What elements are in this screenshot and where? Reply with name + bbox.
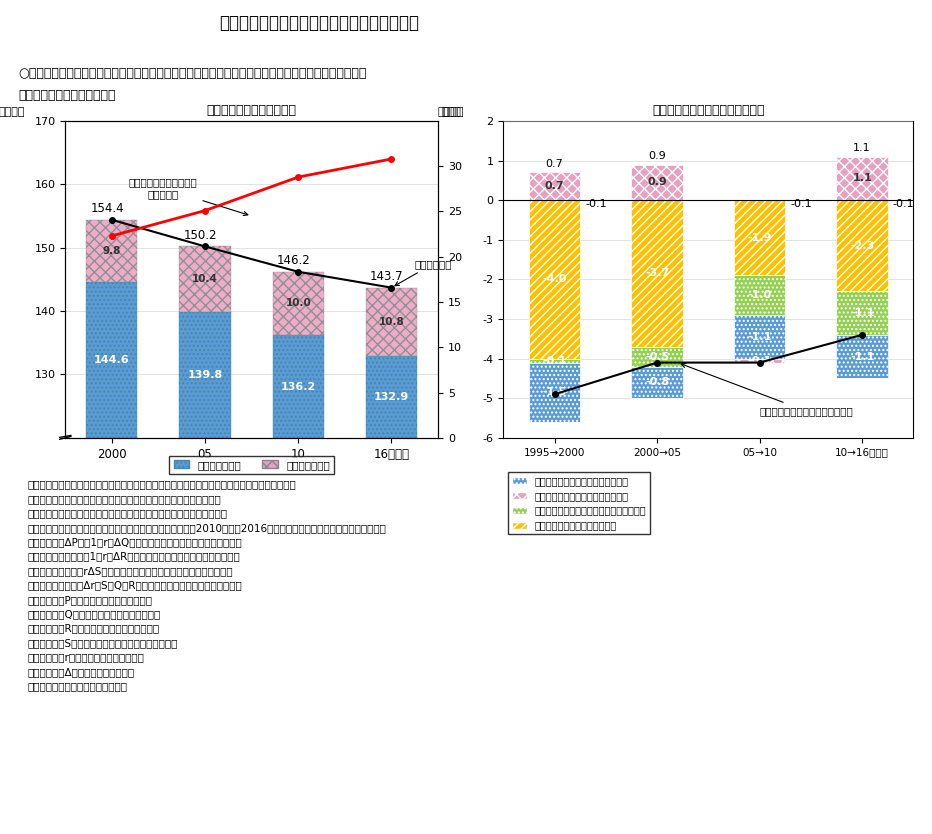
Text: -3.7: -3.7 [645,269,669,279]
Text: -1.1: -1.1 [747,332,772,342]
Text: （時間）: （時間） [0,107,24,117]
Text: （％）: （％） [442,107,461,117]
Bar [734,359,785,363]
Text: 0.9: 0.9 [647,178,667,188]
Text: 就業形態計の総実労働時間の増減: 就業形態計の総実労働時間の増減 [681,364,854,416]
Bar [529,173,580,200]
Text: -1.1: -1.1 [850,352,874,362]
Text: 10.8: 10.8 [378,317,404,327]
Text: 139.8: 139.8 [187,370,223,380]
Bar [632,367,682,399]
Text: 働時間が減少している。: 働時間が減少している。 [19,89,116,103]
Text: 146.2: 146.2 [277,254,310,268]
Text: -1.1: -1.1 [850,308,874,318]
Bar [837,291,887,335]
Text: -4.0: -4.0 [542,274,567,284]
Text: パートタイム労働者比率
（右目盛）: パートタイム労働者比率 （右目盛） [129,178,248,215]
Text: -1.9: -1.9 [747,233,772,243]
Text: -0.5: -0.5 [645,352,669,362]
Text: 136.2: 136.2 [281,381,316,391]
Bar [366,356,418,438]
Text: -0.8: -0.8 [645,378,669,387]
Text: 1.1: 1.1 [852,173,872,183]
Text: 150.2: 150.2 [184,229,217,242]
Text: 143.7: 143.7 [370,270,404,284]
Text: -0.1: -0.1 [585,199,607,209]
Text: 総実労働時間: 総実労働時間 [395,259,452,285]
Text: -0.1: -0.1 [747,355,772,365]
Text: 1.1: 1.1 [854,143,870,153]
Text: -2.3: -2.3 [850,241,874,251]
Text: 132.9: 132.9 [374,392,409,402]
Bar [632,200,682,347]
Text: 10.4: 10.4 [192,274,218,284]
Bar [529,200,580,359]
Bar [273,335,324,438]
Bar [87,220,138,282]
Text: （時間）: （時間） [438,107,464,117]
Legend: 所定内労働時間, 所定外労働時間: 所定内労働時間, 所定外労働時間 [170,455,334,474]
Text: 144.6: 144.6 [94,355,130,365]
Bar [632,164,682,200]
Title: 総実労働時間の増減差の要因分解: 総実労働時間の増減差の要因分解 [652,104,764,117]
Text: -0.1: -0.1 [790,199,812,209]
Bar [734,275,785,315]
Text: 0.9: 0.9 [648,151,666,161]
Text: 0.7: 0.7 [545,159,564,169]
Text: 0.7: 0.7 [544,181,565,191]
Bar [837,335,887,379]
Text: -0.1: -0.1 [893,199,914,209]
Text: 月間総実労働時間の推移と増減差の要因分解: 月間総実労働時間の推移と増減差の要因分解 [220,14,419,32]
Text: -1.0: -1.0 [747,290,772,300]
Bar [529,363,580,422]
Bar [632,347,682,367]
Bar [837,200,887,291]
Bar [366,288,418,356]
Text: 10.0: 10.0 [285,299,311,309]
Text: 第３－（１）－１図: 第３－（１）－１図 [65,16,140,30]
Bar [179,246,231,313]
Legend: 一般労働者の所定内労働時間の寄与, 一般労働者の所定外労働時間の寄与, パートタイム労働者の総実労働時間の寄与, パートタイム労働者比率の寄与: 一般労働者の所定内労働時間の寄与, 一般労働者の所定外労働時間の寄与, パートタ… [508,472,650,535]
Text: 資料出所　厚生労働省「毎月勤労統計調査」をもとに厚生労働省労働政策担当参事官室にて作成
（注）　１）調査産業計、事業所規模５人以上、就業形態計の数値。
　　　　: 資料出所 厚生労働省「毎月勤労統計調査」をもとに厚生労働省労働政策担当参事官室に… [28,480,387,691]
Bar [837,157,887,200]
Bar [87,282,138,438]
Bar [734,200,785,275]
Bar [179,313,231,438]
Text: -0.1: -0.1 [542,355,567,365]
Bar [529,359,580,363]
Bar [273,272,324,335]
Title: 総実労働時間の内訳の推移: 総実労働時間の内訳の推移 [207,104,296,117]
Text: ○　パートタイム労働者比率の上昇とパートタイム労働者の総実労働時間の減少により、全体の総実労: ○ パートタイム労働者比率の上昇とパートタイム労働者の総実労働時間の減少により、… [19,67,367,80]
Text: -1.5: -1.5 [542,387,567,397]
Text: 154.4: 154.4 [90,203,124,215]
Bar [734,315,785,359]
Text: 9.8: 9.8 [103,246,121,256]
